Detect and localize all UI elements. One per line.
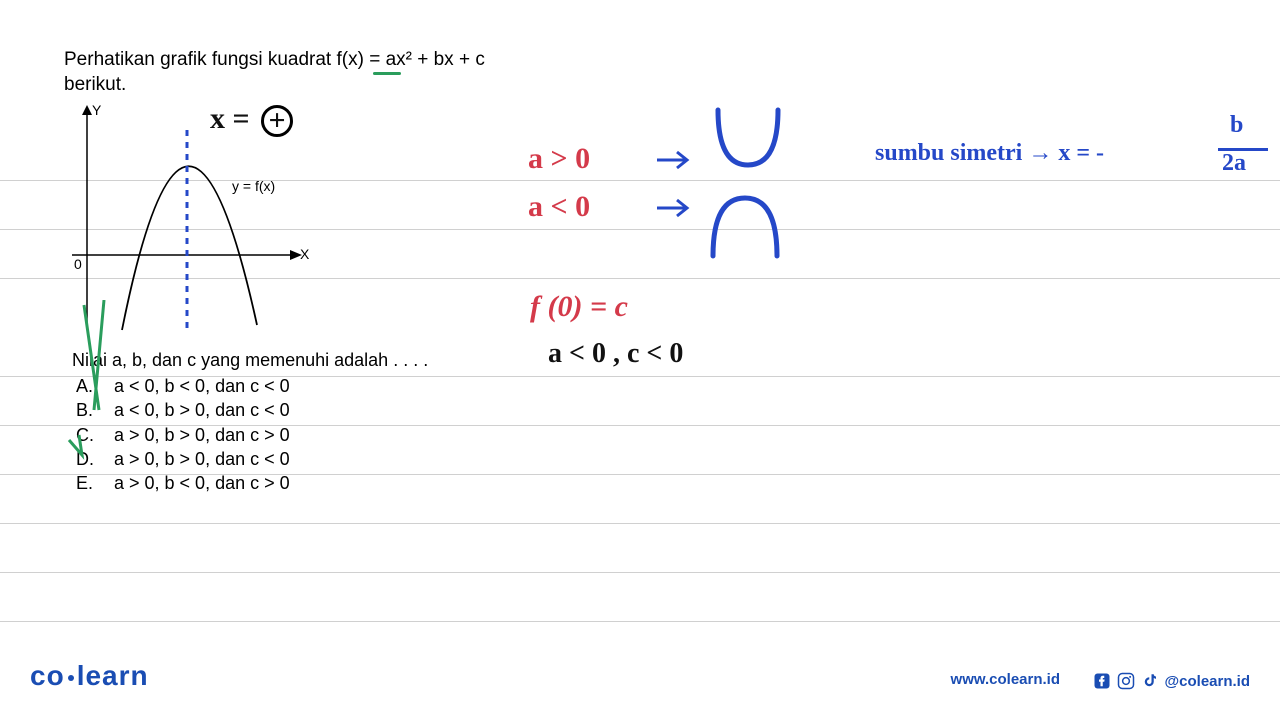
arrow-icon [655,148,695,172]
n-shape-icon [705,188,790,263]
u-shape-icon [710,105,790,175]
option-text: a > 0, b > 0, dan c > 0 [114,423,290,447]
fraction-denominator: 2a [1222,150,1246,177]
function-label: y = f(x) [232,178,275,194]
origin-label: 0 [74,256,82,272]
fraction-numerator: b [1230,112,1243,139]
sumbu-simetri-text: sumbu simetri → x = - [875,140,1104,167]
ruled-line [0,572,1280,573]
green-annotation-lines [64,300,124,480]
x-equals-positive: x = + [210,102,293,137]
option-text: a > 0, b < 0, dan c > 0 [114,471,290,495]
option-text: a > 0, b > 0, dan c < 0 [114,447,290,471]
social-handle: @colearn.id [1165,673,1250,690]
brand-logo: colearn [30,660,149,692]
option-text: a < 0, b < 0, dan c < 0 [114,374,290,398]
question-text: Nilai a, b, dan c yang memenuhi adalah .… [72,350,428,371]
circled-plus: + [261,105,293,137]
option-text: a < 0, b > 0, dan c < 0 [114,398,290,422]
tiktok-icon [1141,672,1159,690]
f-zero-equals-c: f (0) = c [530,290,628,324]
problem-line2: berikut. [64,74,126,95]
a-c-negative-text: a < 0 , c < 0 [548,338,683,370]
brand-part2: learn [77,660,149,691]
ruled-line [0,523,1280,524]
brand-part1: co [30,660,65,691]
problem-line1: Perhatikan grafik fungsi kuadrat f(x) = … [64,49,485,70]
brand-dot-icon [68,675,74,681]
website-url: www.colearn.id [951,671,1060,688]
ruled-line [0,621,1280,622]
facebook-icon [1093,672,1111,690]
x-axis-label: X [300,246,309,262]
x-equals-text: x = [210,102,250,135]
social-section: @colearn.id [1093,672,1250,690]
a-negative-text: a < 0 [528,190,590,224]
a-positive-text: a > 0 [528,142,590,176]
underline-mark [373,72,401,75]
problem-text: Perhatikan grafik fungsi kuadrat f(x) = … [64,48,485,97]
y-axis-label: Y [92,102,101,118]
instagram-icon [1117,672,1135,690]
arrow-icon [655,196,695,220]
